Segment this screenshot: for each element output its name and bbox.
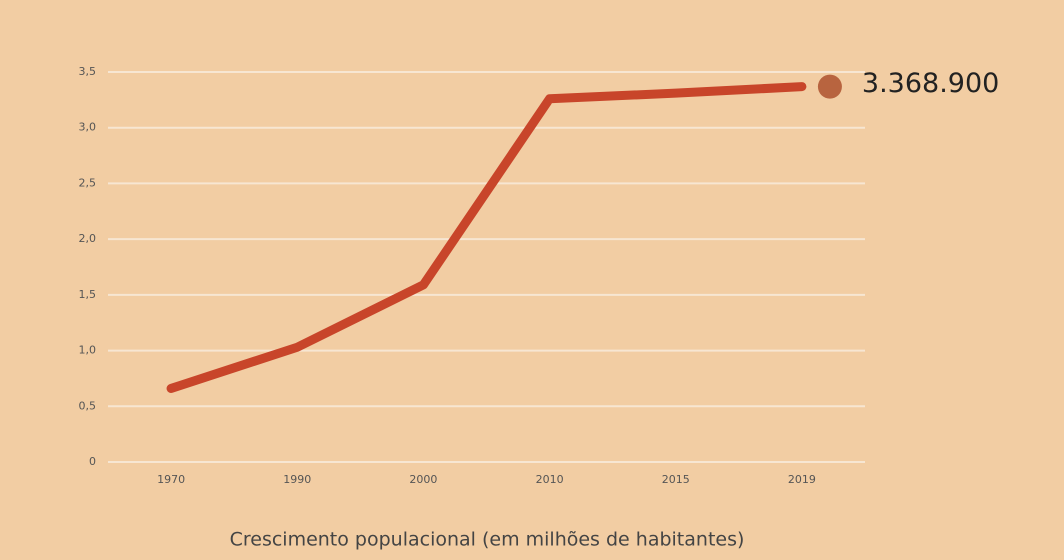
y-tick-label: 0,5: [79, 399, 97, 412]
x-tick-label: 2000: [409, 473, 437, 486]
y-tick-label: 1,0: [79, 344, 97, 357]
y-tick-label: 2,0: [79, 232, 97, 245]
line: [166, 82, 807, 393]
y-tick-label: 1,5: [79, 288, 97, 301]
chart-title: Crescimento populacional (em milhões de …: [230, 529, 745, 551]
y-tick-label: 0: [89, 455, 96, 468]
x-tick-label: 2010: [536, 473, 564, 486]
x-tick-label: 1990: [283, 473, 311, 486]
x-tick-label: 1970: [157, 473, 185, 486]
x-tick-label: 2019: [788, 473, 816, 486]
point-marker: [817, 74, 842, 99]
x-tick-label: 2015: [662, 473, 690, 486]
y-tick-label: 3,0: [79, 121, 97, 134]
data-label: 3.368.900: [862, 68, 999, 99]
y-tick-label: 2,5: [79, 176, 97, 189]
y-tick-label: 3,5: [79, 65, 97, 78]
